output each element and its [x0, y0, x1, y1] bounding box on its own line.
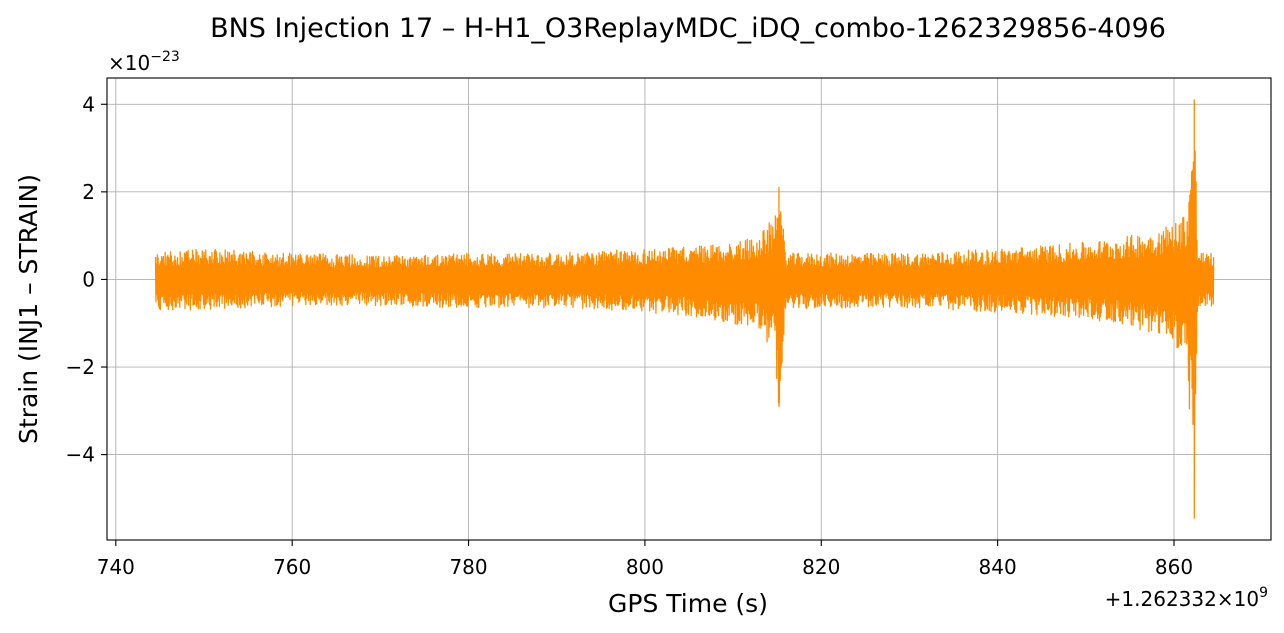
plot-area	[106, 77, 1272, 541]
x-axis: 740 760 780 800 820 840 860	[97, 540, 1193, 579]
y-tick-label: 4	[82, 92, 95, 116]
y-axis-label: Strain (INJ1 – STRAIN)	[14, 174, 43, 444]
x-tick-label: 760	[273, 555, 311, 579]
axes-frame	[106, 77, 1272, 541]
strain-series-line	[154, 99, 1215, 519]
data-series	[154, 99, 1215, 519]
y-tick-label: −2	[66, 355, 95, 379]
x-axis-label: GPS Time (s)	[608, 589, 768, 618]
y-tick-label: 0	[82, 267, 95, 291]
y-axis-scale-label: ×10−23	[108, 49, 180, 75]
chart-title: BNS Injection 17 – H-H1_O3ReplayMDC_iDQ_…	[210, 13, 1166, 44]
x-tick-label: 780	[449, 555, 487, 579]
y-tick-label: −4	[66, 443, 95, 467]
x-tick-label: 800	[626, 555, 664, 579]
x-tick-label: 820	[802, 555, 840, 579]
x-tick-label: 740	[97, 555, 135, 579]
x-tick-label: 860	[1155, 555, 1193, 579]
x-axis-offset-label: +1.262332×109	[1105, 585, 1268, 611]
x-tick-label: 840	[979, 555, 1017, 579]
y-axis: −4 −2 0 2 4	[66, 92, 107, 467]
y-tick-label: 2	[82, 180, 95, 204]
